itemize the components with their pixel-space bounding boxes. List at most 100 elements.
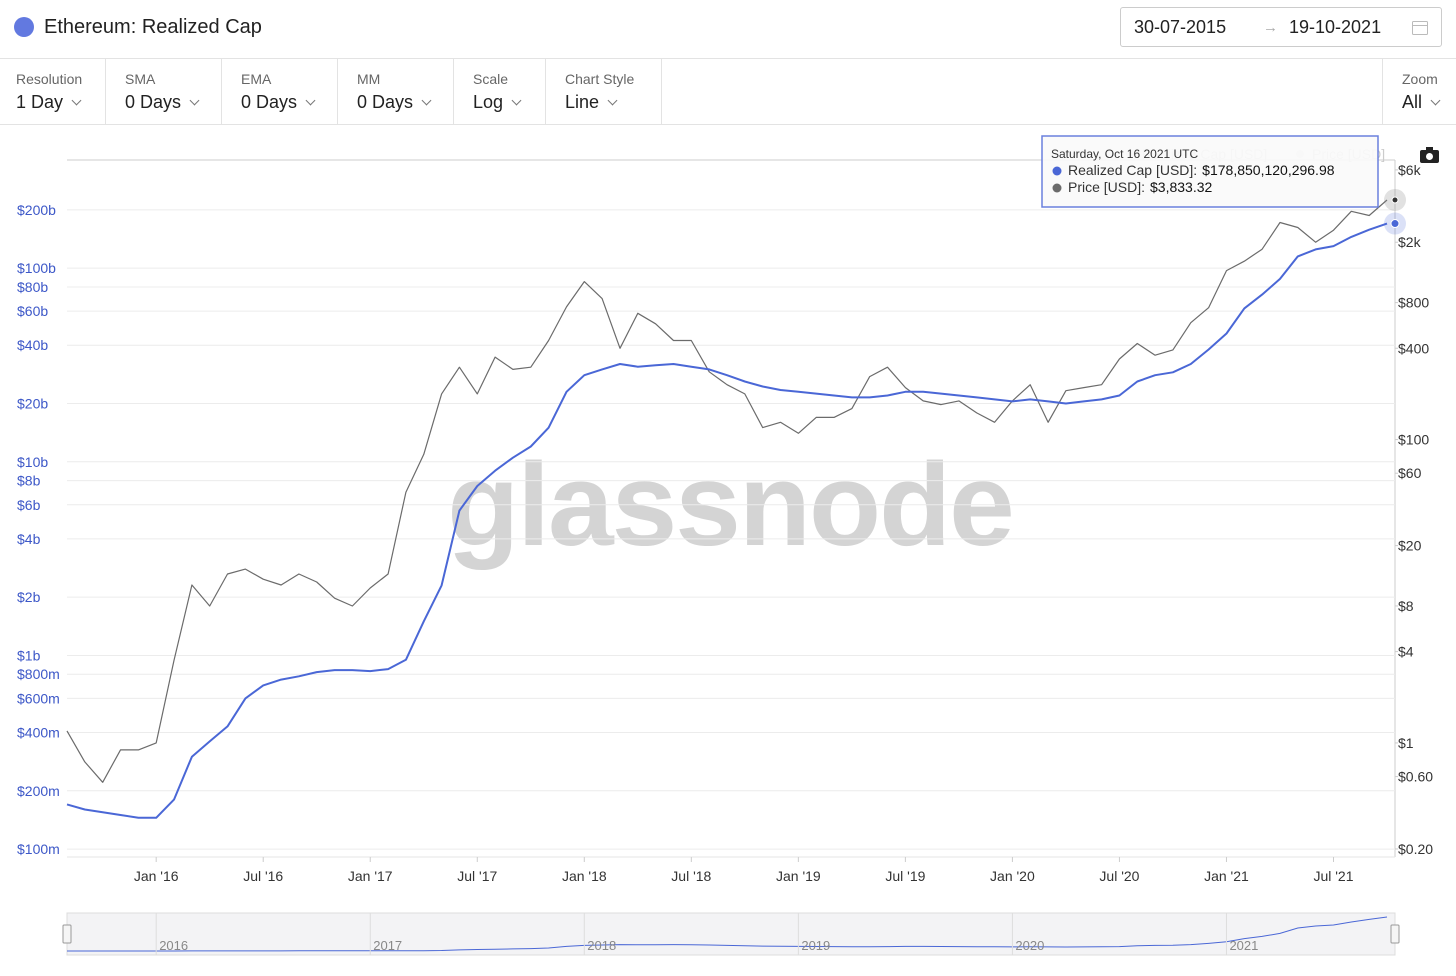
y-tick-label: $1b xyxy=(17,647,41,663)
control-label: SMA xyxy=(125,71,156,87)
y2-tick-label: $60 xyxy=(1398,465,1422,481)
tooltip-row: Price [USD]: $3,833.32 xyxy=(1068,179,1213,195)
x-tick-label: Jul '21 xyxy=(1313,868,1353,884)
control-value[interactable]: 0 Days xyxy=(241,92,314,113)
x-tick-label: Jan '19 xyxy=(776,868,821,884)
y-tick-label: $20b xyxy=(17,396,48,412)
hover-point xyxy=(1390,219,1400,229)
control-value[interactable]: Log xyxy=(473,92,520,113)
navigator-label: 2016 xyxy=(159,938,188,953)
control-value[interactable]: Line xyxy=(565,92,616,113)
control-label: Chart Style xyxy=(565,71,635,87)
y-tick-label: $40b xyxy=(17,337,48,353)
y2-tick-label: $8 xyxy=(1398,598,1414,614)
control[interactable]: Resolution 1 Day xyxy=(0,59,106,124)
tooltip-label: Realized Cap [USD]: xyxy=(1068,162,1197,178)
date-from[interactable]: 30-07-2015 xyxy=(1134,17,1227,37)
y-tick-label: $10b xyxy=(17,454,48,470)
y2-tick-label: $100 xyxy=(1398,432,1429,448)
y2-tick-label: $20 xyxy=(1398,538,1422,554)
navigator xyxy=(66,912,1396,956)
zoom-label: Zoom xyxy=(1402,71,1438,87)
navigator-label: 2018 xyxy=(587,938,616,953)
tooltip-value: $3,833.32 xyxy=(1150,179,1212,195)
navigator-label: 2021 xyxy=(1229,938,1258,953)
control-label: EMA xyxy=(241,71,272,87)
tooltip-box xyxy=(1041,135,1379,208)
control[interactable]: MM 0 Days xyxy=(338,59,454,124)
tooltip-row: Realized Cap [USD]: $178,850,120,296.98 xyxy=(1068,162,1335,178)
tooltip-swatch xyxy=(1052,166,1062,176)
controls-bar: Zoom All Resolution 1 Day SMA 0 Days EMA 0 Da… xyxy=(0,59,1456,125)
control-value[interactable]: 0 Days xyxy=(357,92,430,113)
y2-tick-label: $6k xyxy=(1398,162,1422,178)
date-to[interactable]: 19-10-2021 xyxy=(1289,17,1382,37)
zoom-control[interactable]: Zoom All xyxy=(1382,59,1456,124)
camera-top xyxy=(1426,147,1433,151)
control[interactable]: SMA 0 Days xyxy=(106,59,222,124)
control-label: Resolution xyxy=(16,71,83,87)
series-line xyxy=(66,199,1388,783)
hover-point xyxy=(1391,196,1399,204)
y-tick-label: $200b xyxy=(17,202,56,218)
control-label: MM xyxy=(357,71,381,87)
control[interactable]: EMA 0 Days xyxy=(222,59,338,124)
arrow: → xyxy=(1263,19,1278,36)
y2-tick-label: $2k xyxy=(1398,234,1422,250)
camera-lens xyxy=(1426,153,1433,160)
y2-tick-label: $0.20 xyxy=(1398,841,1433,857)
x-tick-label: Jul '20 xyxy=(1099,868,1139,884)
navigator-label: 2017 xyxy=(373,938,402,953)
y-tick-label: $80b xyxy=(17,279,48,295)
x-tick-label: Jan '21 xyxy=(1204,868,1249,884)
tooltip-label: Price [USD]: xyxy=(1068,179,1145,195)
tooltip-value: $178,850,120,296.98 xyxy=(1202,162,1335,178)
navigator-handle[interactable] xyxy=(62,924,72,944)
control-value[interactable]: 1 Day xyxy=(16,92,80,113)
y-tick-label: $100b xyxy=(17,260,56,276)
y2-tick-label: $800 xyxy=(1398,295,1429,311)
y-tick-label: $200m xyxy=(17,783,60,799)
y-tick-label: $100m xyxy=(17,841,60,857)
y-tick-label: $2b xyxy=(17,589,41,605)
x-tick-label: Jul '18 xyxy=(671,868,711,884)
navigator-label: 2019 xyxy=(801,938,830,953)
y-tick-label: $60b xyxy=(17,303,48,319)
x-tick-label: Jan '20 xyxy=(990,868,1035,884)
x-tick-label: Jan '17 xyxy=(348,868,393,884)
y-tick-label: $800m xyxy=(17,666,60,682)
series-line xyxy=(66,222,1388,819)
control[interactable]: Chart Style Line xyxy=(546,59,662,124)
navigator-line xyxy=(67,916,1388,952)
y-tick-label: $8b xyxy=(17,473,41,489)
x-tick-label: Jul '19 xyxy=(885,868,925,884)
control-value[interactable]: 0 Days xyxy=(125,92,198,113)
y-tick-label: $400m xyxy=(17,724,60,740)
y2-tick-label: $1 xyxy=(1398,735,1414,751)
x-tick-label: Jul '16 xyxy=(243,868,283,884)
y-tick-label: $600m xyxy=(17,690,60,706)
y-tick-label: $6b xyxy=(17,497,41,513)
camera-icon xyxy=(1420,147,1439,163)
x-tick-label: Jul '17 xyxy=(457,868,497,884)
zoom-value[interactable]: All xyxy=(1402,92,1439,113)
y-tick-label: $4b xyxy=(17,531,41,547)
navigator-handle[interactable] xyxy=(1390,924,1400,944)
y2-tick-label: $4 xyxy=(1398,644,1414,660)
y2-tick-label: $0.60 xyxy=(1398,769,1433,785)
date-range[interactable]: 30-07-2015 → 19-10-2021 xyxy=(1120,7,1442,47)
calendar-icon xyxy=(1412,21,1428,35)
tooltip-swatch xyxy=(1052,183,1062,193)
ethereum-icon xyxy=(14,17,34,37)
x-tick-label: Jan '18 xyxy=(562,868,607,884)
control[interactable]: Scale Log xyxy=(454,59,546,124)
x-tick-label: Jan '16 xyxy=(134,868,179,884)
header: Ethereum: Realized Cap 30-07-2015 → 19-1… xyxy=(0,0,1456,59)
y2-tick-label: $400 xyxy=(1398,340,1429,356)
tooltip-date: Saturday, Oct 16 2021 UTC xyxy=(1051,147,1199,161)
page-title: Ethereum: Realized Cap xyxy=(44,16,262,38)
